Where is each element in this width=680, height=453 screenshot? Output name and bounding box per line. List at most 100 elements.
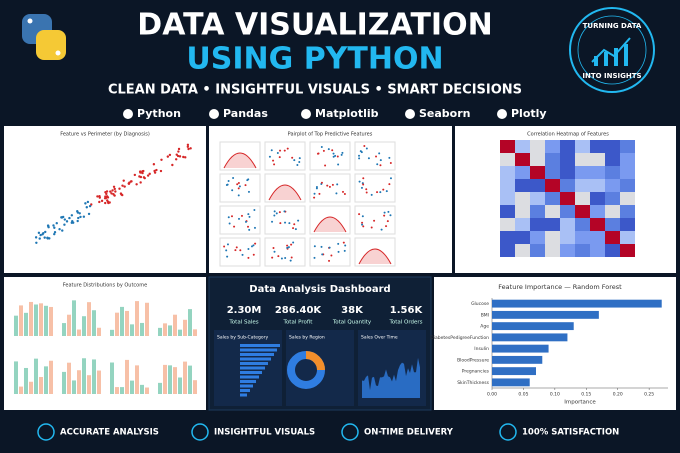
panel-title: Pairplot of Top Predictive Features [288, 132, 373, 138]
deco-dot [252, 244, 255, 247]
deco-bar [77, 329, 81, 336]
deco-cell [354, 205, 396, 235]
deco-cell [620, 166, 635, 179]
deco-dot [226, 243, 229, 246]
deco-cell [575, 231, 590, 244]
deco-bar [115, 387, 119, 394]
deco-dot [231, 189, 234, 192]
pairplot-decoration [219, 141, 396, 267]
deco-dot [178, 155, 182, 158]
deco-bar [240, 366, 265, 370]
deco-dot [327, 148, 330, 151]
kpi-label: Total Sales [228, 320, 258, 326]
kpi-value: 38K [341, 305, 364, 316]
deco-dot [341, 151, 344, 154]
deco-dot [42, 232, 45, 235]
deco-dot [343, 192, 346, 195]
scatter-decoration [34, 143, 192, 244]
deco-dot [313, 196, 316, 199]
deco-dot [121, 184, 124, 187]
feature-label: ON-TIME DELIVERY [364, 428, 454, 438]
deco-dot [236, 183, 239, 186]
deco-cell [515, 192, 530, 205]
deco-cell [515, 218, 530, 231]
deco-cell [560, 231, 575, 244]
deco-dot [58, 228, 61, 231]
deco-dot [118, 187, 121, 190]
deco-dot [313, 192, 316, 195]
title-line2: USING PYTHON [186, 42, 443, 77]
deco-cell [560, 166, 575, 179]
deco-bar [240, 348, 277, 352]
deco-bar [49, 306, 53, 336]
deco-bar [92, 310, 96, 336]
deco-cell [590, 218, 605, 231]
deco-dot [234, 249, 237, 252]
deco-cell [605, 166, 620, 179]
deco-dot [187, 147, 190, 151]
deco-dot [52, 224, 55, 227]
deco-dot [278, 156, 281, 159]
deco-dot [63, 223, 66, 226]
deco-cell [590, 192, 605, 205]
deco-dot [334, 154, 337, 157]
deco-cell [560, 140, 575, 153]
deco-cell [560, 153, 575, 166]
deco-bar [240, 362, 268, 365]
deco-dot [171, 163, 174, 167]
deco-cell [500, 179, 515, 192]
deco-cell [500, 205, 515, 218]
deco-cell [530, 140, 545, 153]
feature-label: ACCURATE ANALYSIS [60, 428, 159, 438]
tool-label: Pandas [223, 107, 268, 120]
deco-dot [277, 255, 280, 258]
deco-cell [500, 244, 515, 257]
deco-dot [286, 244, 289, 247]
deco-dot [286, 246, 289, 249]
deco-dot [385, 225, 388, 228]
deco-bar [130, 380, 134, 394]
heatmap-decoration [500, 140, 635, 257]
deco-cell [590, 153, 605, 166]
deco-dot [279, 149, 282, 152]
deco-dot [168, 153, 172, 157]
deco-cell [545, 205, 560, 218]
deco-dot [382, 188, 385, 191]
deco-dot [226, 183, 229, 186]
deco-bar [240, 353, 274, 356]
deco-dot [337, 250, 340, 253]
deco-dot [63, 218, 67, 221]
bar [492, 322, 574, 331]
deco-dot [271, 220, 274, 223]
deco-dot [244, 184, 247, 187]
deco-dot [223, 245, 226, 248]
deco-dot [141, 171, 144, 175]
deco-dot [387, 210, 390, 213]
deco-dot [241, 253, 244, 256]
deco-dot [98, 200, 101, 204]
deco-bar [44, 305, 48, 336]
deco-dot [273, 210, 276, 213]
deco-cell [264, 141, 306, 171]
kpi-value: 286.40K [275, 305, 323, 316]
deco-dot [228, 222, 231, 225]
deco-dot [111, 189, 114, 192]
deco-bar [240, 384, 253, 388]
dashboard-title: Data Analysis Dashboard [249, 284, 390, 295]
deco-dot [152, 163, 156, 166]
deco-dot [358, 180, 361, 183]
deco-dot [184, 156, 187, 159]
deco-cell [545, 166, 560, 179]
deco-dot [379, 164, 382, 167]
deco-dot [77, 216, 80, 220]
panel-title: Feature vs Perimeter (by Diagnosis) [60, 132, 150, 138]
deco-cell [500, 218, 515, 231]
deco-dot [55, 222, 58, 225]
deco-dot [389, 161, 392, 164]
deco-cell [500, 192, 515, 205]
deco-dot [273, 250, 276, 253]
deco-dot [174, 158, 178, 161]
subpanel-title: Sales Over Time [361, 335, 398, 341]
deco-dot [237, 182, 240, 185]
deco-bar [163, 323, 167, 336]
